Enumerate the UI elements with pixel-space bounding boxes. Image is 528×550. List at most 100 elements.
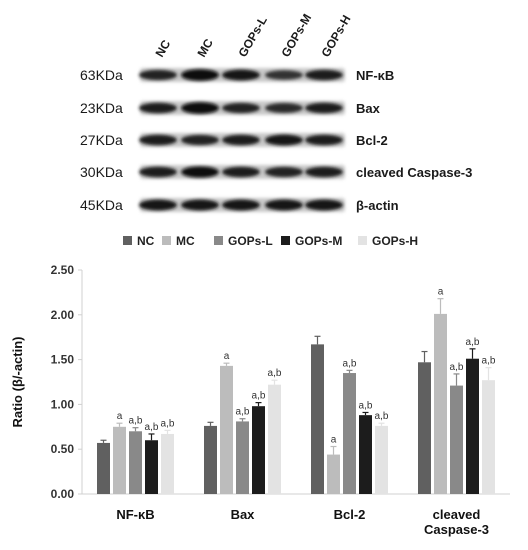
- bar: [450, 385, 463, 494]
- lane-label: GOPs-H: [318, 13, 353, 60]
- significance-label: a,b: [343, 358, 357, 369]
- significance-label: a,b: [359, 400, 373, 411]
- molecular-weight-label: 45KDa: [80, 197, 123, 213]
- blot-band: [222, 134, 260, 146]
- significance-label: a,b: [161, 418, 175, 429]
- bar: [327, 454, 340, 494]
- blot-band: [139, 69, 177, 81]
- bar: [343, 373, 356, 494]
- bar: [375, 425, 388, 494]
- y-tick-label: 1.50: [51, 353, 75, 367]
- blot-band: [265, 199, 303, 211]
- blot-band: [222, 102, 260, 114]
- western-blot-panel: NC MC GOPs-L GOPs-M GOPs-H 63KDa NF-κB 23KDa Bax…: [80, 11, 472, 213]
- blot-band: [139, 102, 177, 114]
- y-tick-label: 1.00: [51, 397, 75, 411]
- blot-band: [305, 166, 343, 178]
- significance-label: a: [331, 435, 337, 446]
- significance-label: a,b: [375, 411, 389, 422]
- bar: [204, 425, 217, 494]
- y-tick-label: 0.00: [51, 487, 75, 501]
- x-category-label: Caspase-3: [424, 522, 489, 537]
- x-category-label: Bax: [231, 507, 256, 522]
- blot-band: [265, 134, 303, 146]
- bar: [482, 380, 495, 494]
- blot-band: [305, 134, 343, 146]
- significance-label: a,b: [466, 337, 480, 348]
- lane-label: MC: [194, 36, 216, 59]
- significance-label: a,b: [129, 416, 143, 427]
- y-tick-label: 2.50: [51, 263, 75, 277]
- blot-band: [305, 199, 343, 211]
- legend-label: MC: [176, 234, 195, 248]
- molecular-weight-label: 30KDa: [80, 164, 123, 180]
- y-tick-label: 2.00: [51, 308, 75, 322]
- blot-band: [305, 69, 343, 81]
- bar: [252, 406, 265, 494]
- significance-label: a: [224, 351, 230, 362]
- legend-swatch: [281, 236, 290, 245]
- bar: [97, 442, 110, 494]
- y-tick-label: 0.50: [51, 442, 75, 456]
- significance-label: a,b: [268, 368, 282, 379]
- bar: [434, 313, 447, 494]
- legend-swatch: [123, 236, 132, 245]
- molecular-weight-label: 27KDa: [80, 132, 123, 148]
- significance-label: a,b: [145, 422, 159, 433]
- bar-chart: NC MC GOPs-L GOPs-M GOPs-H 0.00 0.50 1.00 1.50 2.…: [10, 234, 510, 537]
- lane-label: GOPs-M: [278, 11, 314, 59]
- y-axis-label: Ratio (β/-actin): [10, 337, 25, 428]
- significance-label: a,b: [482, 356, 496, 367]
- bar: [466, 358, 479, 494]
- protein-label: Bcl-2: [356, 133, 388, 148]
- bar: [268, 384, 281, 494]
- protein-label: NF-κB: [356, 68, 394, 83]
- x-category-label: Bcl-2: [334, 507, 366, 522]
- blot-band: [305, 102, 343, 114]
- x-category-label: cleaved: [433, 507, 481, 522]
- bar: [359, 415, 372, 494]
- blot-band: [265, 70, 303, 80]
- lane-label: NC: [152, 37, 173, 59]
- protein-label: Bax: [356, 101, 381, 116]
- blot-band: [222, 166, 260, 178]
- bar: [129, 431, 142, 494]
- protein-label: cleaved Caspase-3: [356, 165, 472, 180]
- bar: [311, 344, 324, 494]
- legend-label: GOPs-M: [295, 234, 342, 248]
- blot-band: [181, 134, 219, 146]
- bar: [113, 426, 126, 494]
- bar: [145, 440, 158, 494]
- legend-label: GOPs-H: [372, 234, 418, 248]
- blot-band: [139, 166, 177, 178]
- significance-label: a,b: [450, 362, 464, 373]
- bar: [220, 365, 233, 494]
- bar: [161, 433, 174, 494]
- legend-swatch: [214, 236, 223, 245]
- legend-swatch: [162, 236, 171, 245]
- molecular-weight-label: 23KDa: [80, 100, 123, 116]
- lane-label: GOPs-L: [235, 14, 269, 60]
- blot-band: [181, 69, 219, 81]
- protein-label: β-actin: [356, 198, 399, 213]
- legend-label: NC: [137, 234, 155, 248]
- bar: [418, 362, 431, 494]
- blot-band: [139, 134, 177, 146]
- blot-band: [265, 166, 303, 178]
- legend-swatch: [358, 236, 367, 245]
- molecular-weight-label: 63KDa: [80, 67, 123, 83]
- blot-band: [181, 199, 219, 211]
- blot-band: [222, 69, 260, 81]
- bar: [236, 421, 249, 494]
- legend-label: GOPs-L: [228, 234, 273, 248]
- blot-band: [181, 102, 219, 114]
- blot-band: [181, 166, 219, 178]
- blot-band: [265, 103, 303, 113]
- significance-label: a,b: [252, 391, 266, 402]
- x-category-label: NF-κB: [116, 507, 154, 522]
- significance-label: a: [117, 411, 123, 422]
- blot-band: [222, 199, 260, 211]
- blot-band: [139, 199, 177, 211]
- significance-label: a: [438, 287, 444, 298]
- significance-label: a,b: [236, 407, 250, 418]
